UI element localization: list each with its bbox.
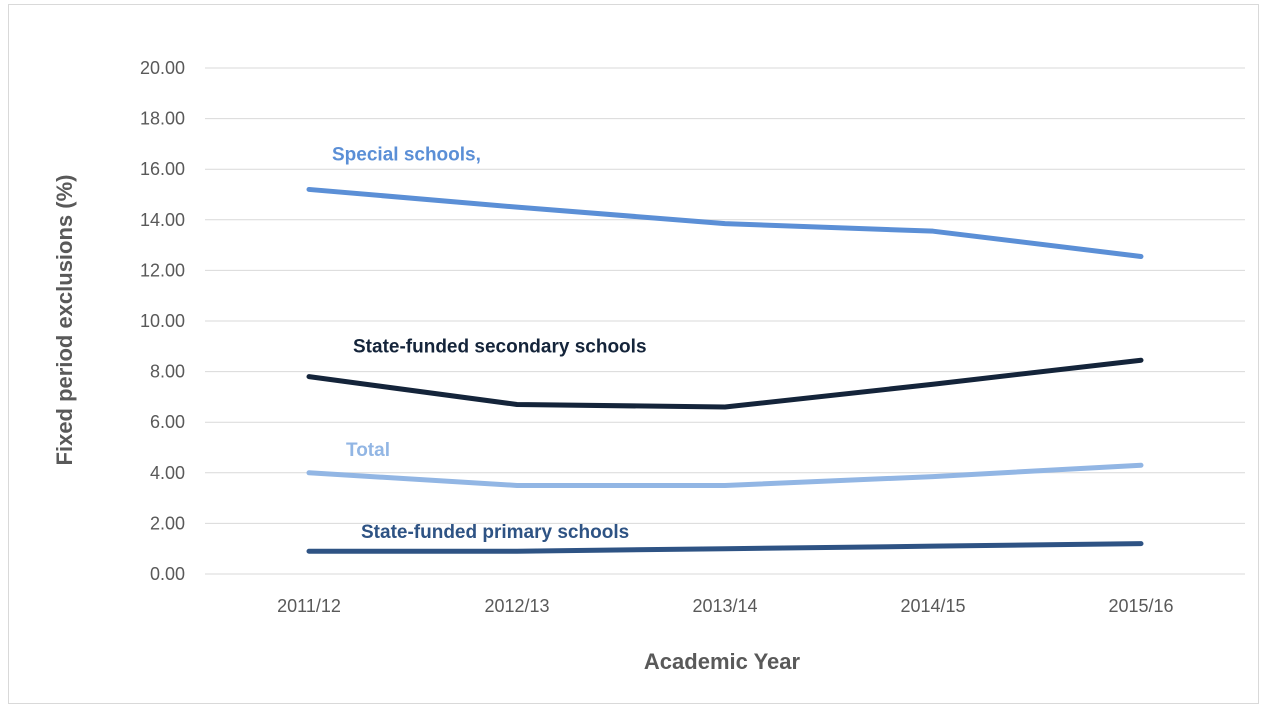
series-line [306,357,1144,410]
y-axis-title: Fixed period exclusions (%) [52,175,77,466]
y-tick-label: 14.00 [140,210,185,230]
chart-frame [8,4,1259,704]
x-tick-label: 2013/14 [692,596,757,616]
x-axis-title: Academic Year [644,649,801,674]
y-tick-label: 8.00 [150,362,185,382]
y-tick-label: 16.00 [140,159,185,179]
y-tick-label: 10.00 [140,311,185,331]
series-line [306,186,1144,259]
y-tick-label: 4.00 [150,463,185,483]
series-label: State-funded primary schools [361,522,629,543]
x-tick-label: 2012/13 [484,596,549,616]
y-tick-label: 0.00 [150,564,185,584]
y-axis-ticks: 0.00 2.00 4.00 6.00 8.00 10.00 12.00 14.00 16.00… [140,58,185,584]
x-tick-label: 2011/12 [277,596,341,616]
y-tick-label: 12.00 [140,260,185,280]
series-line [306,541,1144,554]
y-tick-label: 6.00 [150,412,185,432]
series-labels: Special schools, State-funded secondary s… [332,144,647,543]
series-label: Total [346,440,390,461]
line-chart: 0.00 2.00 4.00 6.00 8.00 10.00 12.00 14.00 16.00… [52,58,1245,674]
series-line [306,462,1144,488]
gridlines [205,67,1245,575]
y-tick-label: 2.00 [150,513,185,533]
x-tick-label: 2015/16 [1108,596,1173,616]
series-label: State-funded secondary schools [353,337,647,358]
series-lines [306,186,1144,554]
x-axis-ticks: 2011/12 2012/13 2013/14 2014/15 2015/16 [277,596,1173,616]
y-tick-label: 20.00 [140,58,185,78]
y-tick-label: 18.00 [140,109,185,129]
series-label: Special schools, [332,144,481,165]
x-tick-label: 2014/15 [900,596,965,616]
